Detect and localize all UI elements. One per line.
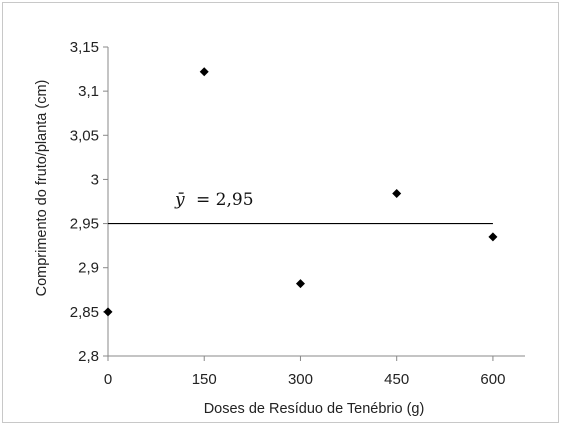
- y-tick-label: 2,95: [70, 216, 99, 233]
- y-tick-label: 2,8: [78, 348, 99, 365]
- y-tick-label: 3,05: [70, 127, 99, 144]
- data-points: [103, 67, 498, 317]
- x-axis-ticks: 0 150 300 450 600: [104, 356, 505, 388]
- y-tick-label: 3,1: [78, 83, 99, 100]
- y-tick-label: 3: [91, 171, 99, 188]
- x-tick-label: 0: [104, 371, 112, 388]
- data-point: [199, 67, 209, 77]
- y-axis-title: Comprimento do fruto/planta (cm): [34, 80, 50, 297]
- x-tick-label: 300: [288, 371, 313, 388]
- y-tick-label: 3,15: [70, 39, 99, 56]
- scatter-chart: 2,8 2,85 2,9 2,95 3 3,05 3,1 3,15 0 150 300 450 600…: [34, 39, 525, 417]
- axes: [107, 47, 525, 357]
- y-axis-ticks: 2,8 2,85 2,9 2,95 3 3,05 3,1 3,15: [70, 39, 108, 365]
- x-tick-label: 450: [384, 371, 409, 388]
- data-point: [392, 189, 402, 199]
- x-tick-label: 150: [192, 371, 217, 388]
- mean-annotation: ȳ = 2,95: [174, 190, 254, 210]
- mean-symbol: ȳ: [174, 190, 185, 210]
- data-point: [295, 279, 305, 289]
- y-tick-label: 2,85: [70, 304, 99, 321]
- data-point: [103, 307, 113, 317]
- mean-value-text: = 2,95: [196, 190, 254, 210]
- x-tick-label: 600: [480, 371, 505, 388]
- data-point: [488, 232, 498, 242]
- chart-frame: 2,8 2,85 2,9 2,95 3 3,05 3,1 3,15 0 150 300 450 600…: [2, 2, 559, 423]
- x-axis-title: Doses de Resíduo de Tenébrio (g): [204, 401, 425, 417]
- y-tick-label: 2,9: [78, 260, 99, 277]
